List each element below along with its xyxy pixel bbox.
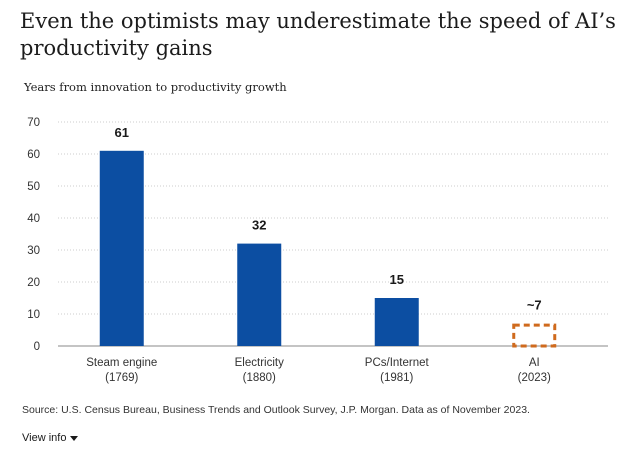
bar (99, 150, 144, 346)
y-tick-label: 50 (27, 181, 40, 193)
source-note: Source: U.S. Census Bureau, Business Tre… (22, 404, 530, 416)
data-label: 15 (390, 272, 404, 287)
data-label: ~7 (527, 298, 542, 313)
x-tick-year: (1880) (243, 372, 276, 384)
bar (237, 243, 282, 346)
data-label: 32 (252, 218, 266, 233)
y-tick-label: 10 (27, 309, 40, 321)
x-tick-label: Electricity (235, 357, 284, 369)
y-tick-label: 60 (27, 149, 40, 161)
y-tick-label: 20 (27, 277, 40, 289)
view-info-toggle[interactable]: View info (22, 432, 79, 444)
chart-title: Even the optimists may underestimate the… (20, 9, 616, 60)
y-tick-label: 40 (27, 213, 40, 225)
bar-chart: 0 10 20 30 40 50 60 70 61 Steam engine (1769) 32 Ele… (27, 117, 608, 384)
chart-subtitle: Years from innovation to productivity gr… (24, 80, 287, 94)
bar (374, 298, 419, 346)
x-tick-year: (1981) (380, 372, 413, 384)
y-tick-label: 0 (34, 341, 40, 353)
bar-projected (512, 323, 557, 348)
caret-down-icon (70, 435, 79, 441)
y-tick-label: 30 (27, 245, 40, 257)
view-info-label: View info (22, 432, 67, 444)
x-tick-year: (2023) (518, 372, 551, 384)
x-tick-label: PCs/Internet (365, 357, 430, 369)
y-tick-label: 70 (27, 117, 40, 129)
data-label: 61 (115, 125, 129, 140)
x-tick-year: (1769) (105, 372, 138, 384)
x-tick-label: Steam engine (86, 357, 157, 369)
x-tick-label: AI (529, 357, 540, 369)
